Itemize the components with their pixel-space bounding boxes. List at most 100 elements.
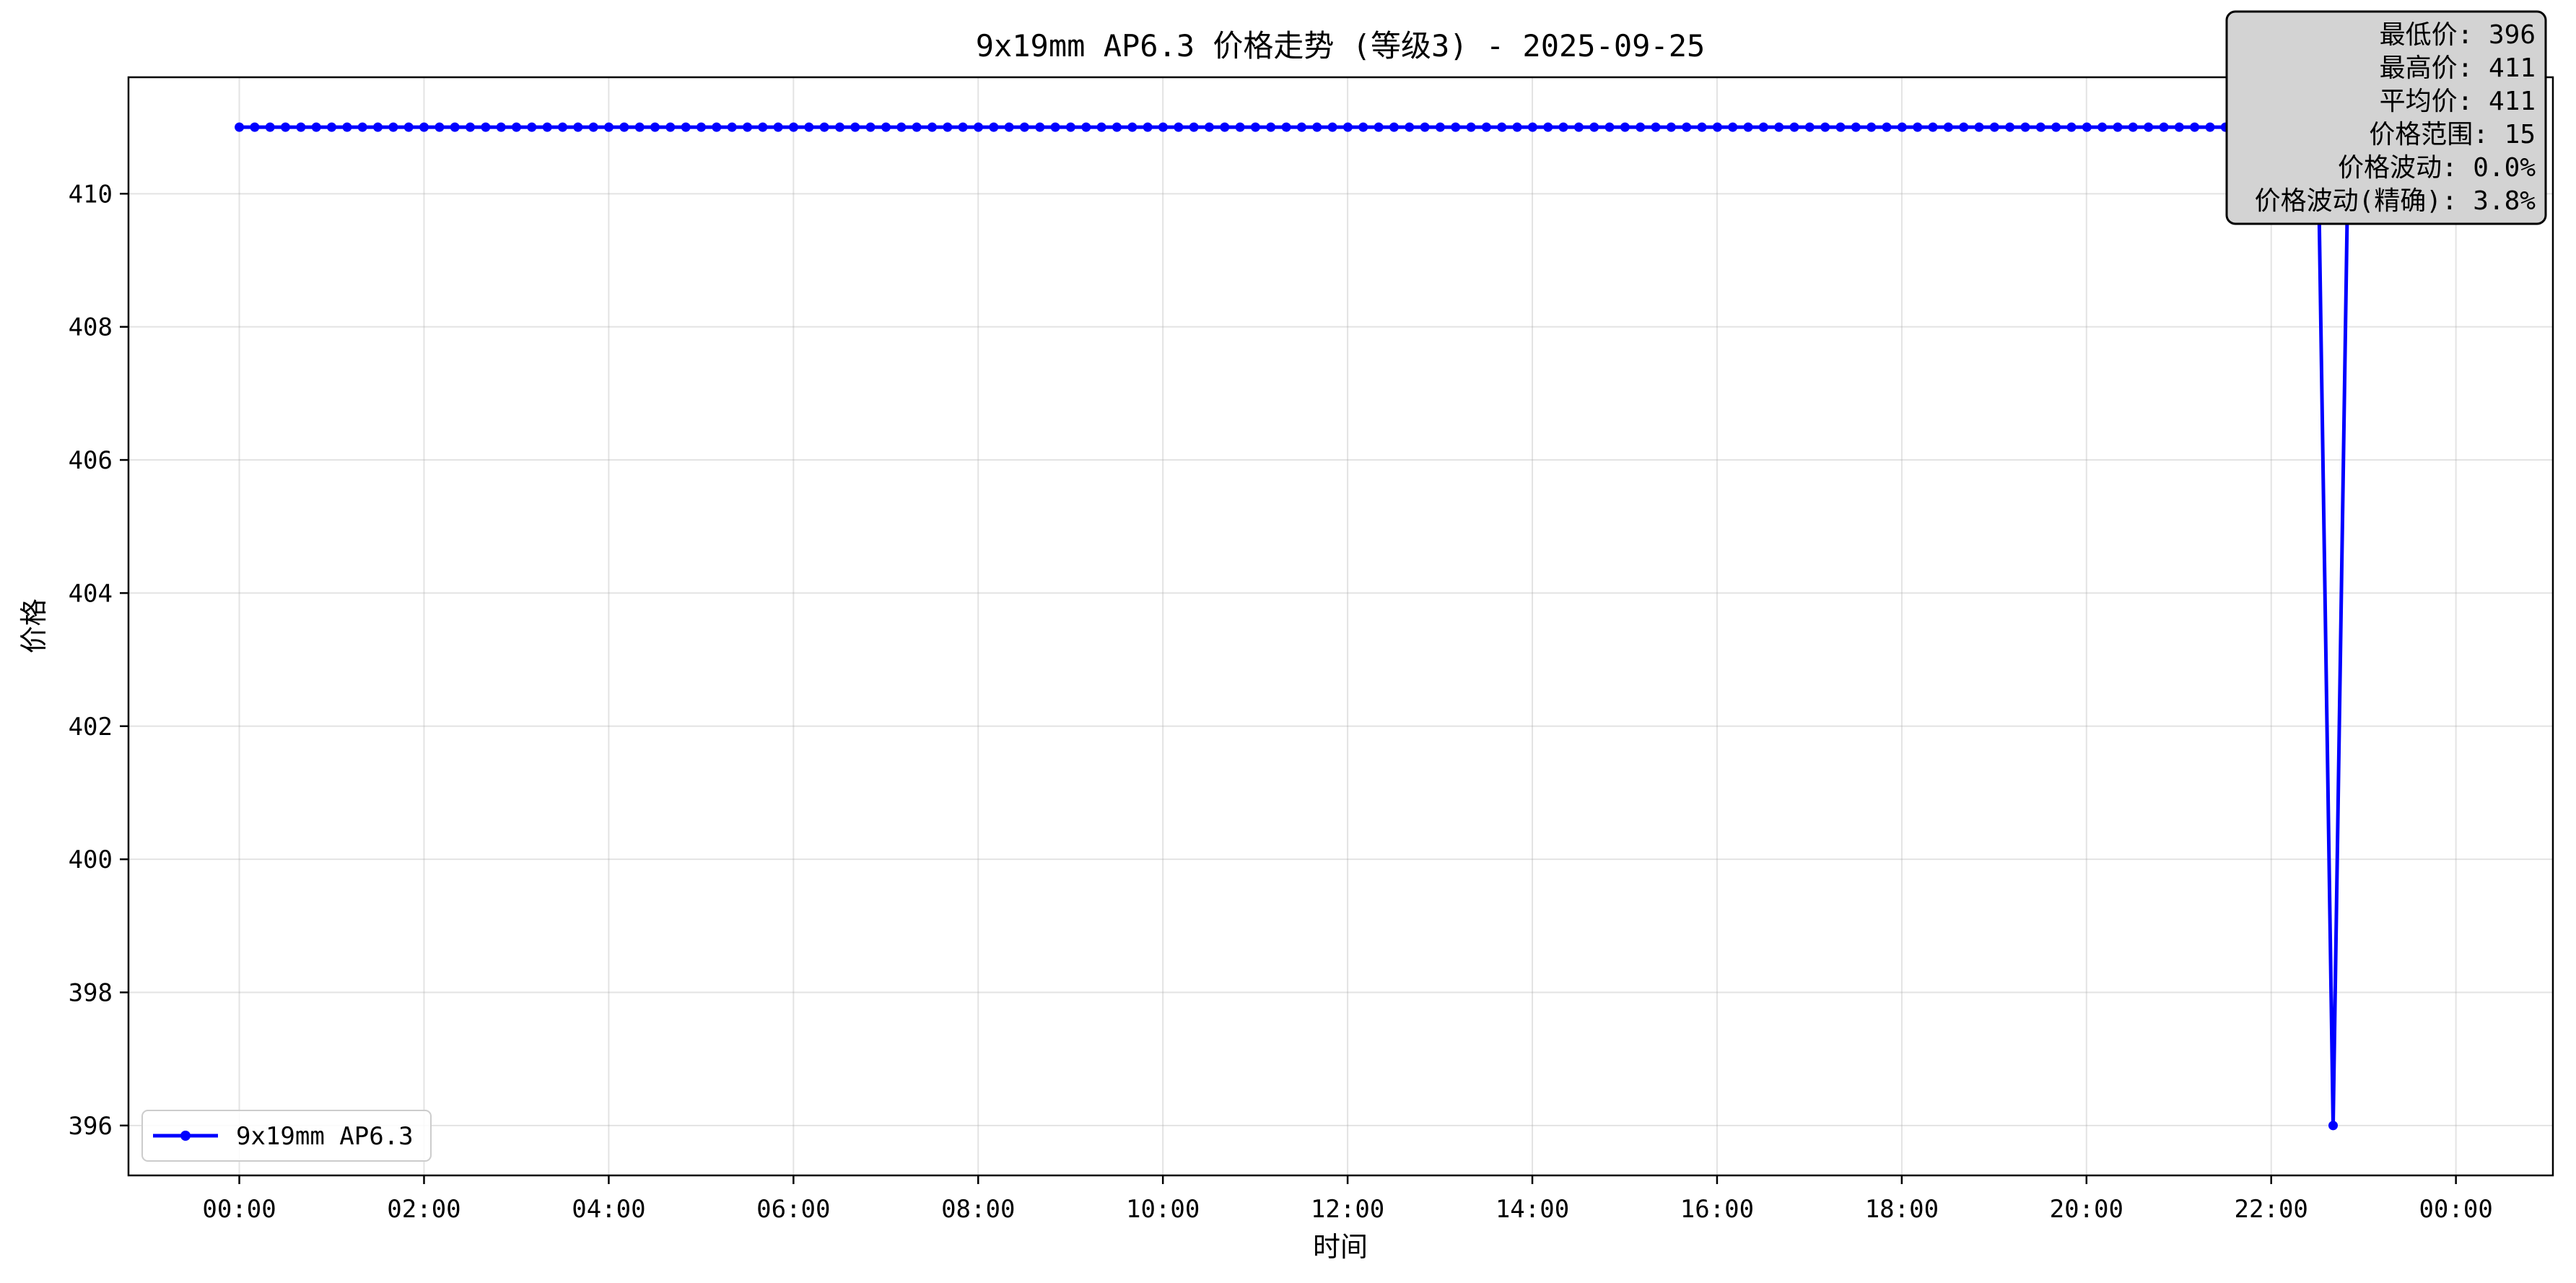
data-point [435,122,445,132]
data-point [1389,122,1399,132]
data-point [1281,122,1291,132]
data-point [1789,122,1799,132]
data-point [819,122,829,132]
data-point [558,122,567,132]
data-point [1666,122,1676,132]
data-point [1189,122,1199,132]
data-point [1435,122,1445,132]
data-point [1913,122,1923,132]
y-tick-label: 408 [69,313,113,342]
data-point [727,122,737,132]
x-tick-label: 16:00 [1680,1195,1754,1224]
data-point [1327,122,1337,132]
data-point [1358,122,1368,132]
data-point [2082,122,2092,132]
plot-frame [127,76,2554,1177]
data-point [1096,122,1106,132]
data-point [1220,122,1230,132]
data-point [1512,122,1522,132]
data-point [296,122,306,132]
data-point [1112,122,1122,132]
data-point [1974,122,1984,132]
data-point [1004,122,1014,132]
data-point [773,122,783,132]
y-tick-label: 410 [69,180,113,209]
data-point [1820,122,1830,132]
data-point [634,122,645,132]
data-point [881,122,891,132]
data-point [327,122,336,132]
data-point [1143,122,1153,132]
legend: 9x19mm AP6.3 [141,1110,432,1162]
data-point [1651,122,1661,132]
x-tick-label: 08:00 [941,1195,1015,1224]
data-point [2159,122,2169,132]
y-tick-label: 396 [69,1112,113,1141]
data-point [466,122,475,132]
data-point [373,122,383,132]
chart-title: 9x19mm AP6.3 价格走势 (等级3) - 2025-09-25 [976,28,1706,64]
x-axis-label: 时间 [1313,1231,1368,1263]
stats-price-range: 价格范围: 15 [2369,120,2536,149]
data-point [2205,122,2215,132]
data-point [281,122,290,132]
data-point [1620,122,1630,132]
data-point [481,122,491,132]
data-point [958,122,968,132]
data-point [804,122,814,132]
data-point [1573,122,1584,132]
data-point [1943,122,1953,132]
y-axis-ticks: 396 398 400 402 404 406 408 410 [69,180,128,1141]
data-point [1697,122,1707,132]
data-point [1604,122,1615,132]
x-tick-label: 12:00 [1311,1195,1384,1224]
data-point [403,122,414,132]
x-tick-label: 02:00 [387,1195,460,1224]
data-point [619,122,629,132]
data-point [2035,122,2045,132]
data-point [1204,122,1214,132]
data-point [1558,122,1568,132]
data-point [697,122,706,132]
data-point [235,122,245,132]
data-point [2328,1121,2338,1131]
x-tick-label: 22:00 [2235,1195,2308,1224]
data-point [512,122,521,132]
data-point [1065,122,1075,132]
x-tick-label: 06:00 [756,1195,830,1224]
data-point [989,122,999,132]
data-point [789,122,798,132]
data-point [1527,122,1537,132]
stats-price-volatility: 价格波动: 0.0% [2338,153,2536,183]
data-point [1235,122,1245,132]
data-point [2174,122,2184,132]
data-point [681,122,691,132]
data-point [943,122,953,132]
data-point [974,122,983,132]
data-point [712,122,722,132]
data-point [1866,122,1877,132]
data-point [1804,122,1815,132]
y-tick-label: 398 [69,979,113,1008]
data-point [1743,122,1753,132]
data-point [1989,122,1999,132]
data-point [2128,122,2138,132]
data-point [1405,122,1415,132]
stats-max-price: 最高价: 411 [2380,53,2536,83]
data-point [1712,122,1722,132]
data-point [650,122,660,132]
data-point [342,122,352,132]
data-point [1543,122,1553,132]
data-point [1050,122,1060,132]
legend-box [141,1110,432,1162]
data-point [1636,122,1646,132]
data-point [850,122,860,132]
data-point [2066,122,2077,132]
data-point [357,122,367,132]
data-point [927,122,937,132]
y-tick-label: 402 [69,713,113,741]
data-point [250,122,260,132]
data-point [1296,122,1306,132]
x-tick-label: 14:00 [1496,1195,1569,1224]
